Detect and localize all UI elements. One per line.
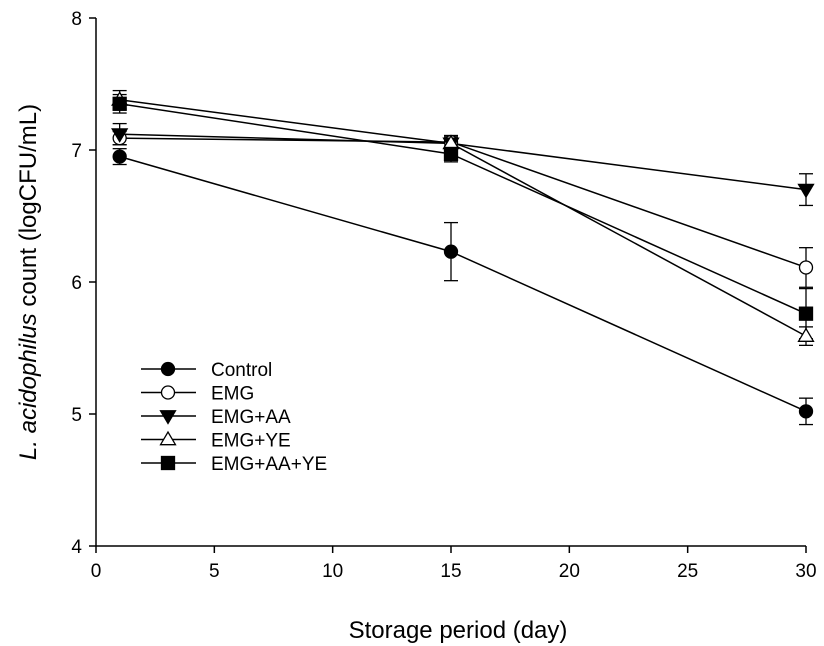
- y-tick-label: 6: [71, 273, 82, 294]
- series-line: [119, 99, 807, 337]
- y-tick-label: 7: [71, 141, 82, 162]
- y-tick-label: 4: [71, 537, 82, 558]
- y-tick-label: 5: [71, 405, 82, 426]
- x-tick-label: 15: [440, 561, 461, 582]
- markers: [111, 91, 815, 419]
- x-tick-label: 20: [559, 561, 580, 582]
- x-tick-label: 0: [91, 561, 102, 582]
- y-axis-title-rest: count (logCFU/mL): [15, 104, 42, 313]
- legend-marker: [160, 385, 176, 400]
- x-tick-label: 5: [209, 561, 220, 582]
- legend-marker: [159, 410, 177, 425]
- data-point: [112, 149, 127, 164]
- axes: 0 5 10 15 20 25 30 4 5 6 7 8: [71, 9, 816, 582]
- legend-item: Control: [141, 360, 272, 381]
- legend-marker: [159, 430, 177, 446]
- x-axis-title: Storage period (day): [349, 617, 568, 644]
- series-line: [119, 133, 807, 191]
- y-axis-title: L. acidophilus count (logCFU/mL): [15, 104, 42, 460]
- series-layer: [111, 89, 815, 426]
- legend-item: EMG+YE: [141, 431, 291, 452]
- data-point: [798, 404, 814, 419]
- data-point: [443, 146, 459, 162]
- legend-label: EMG+AA+YE: [211, 454, 327, 475]
- legend-label: EMG+YE: [211, 431, 291, 452]
- data-point: [797, 327, 815, 342]
- data-point: [798, 306, 814, 321]
- x-tick-label: 25: [677, 561, 698, 582]
- legend-item: EMG+AA: [141, 407, 291, 428]
- data-point: [111, 128, 129, 143]
- legend-item: EMG: [141, 384, 254, 405]
- legend-label: EMG: [211, 384, 254, 405]
- legend-label: EMG+AA: [211, 407, 291, 428]
- y-tick-label: 8: [71, 9, 82, 30]
- series-line: [119, 103, 807, 315]
- data-point: [112, 96, 127, 111]
- x-tick-label: 10: [322, 561, 343, 582]
- legend-label: Control: [211, 360, 272, 381]
- data-point: [797, 183, 815, 199]
- data-point: [443, 244, 459, 259]
- data-point: [798, 260, 814, 275]
- legend-item: EMG+AA+YE: [141, 454, 327, 475]
- y-axis-title-italic: L. acidophilus: [15, 313, 42, 460]
- x-tick-label: 30: [795, 561, 816, 582]
- legend-marker: [160, 455, 176, 471]
- legend-marker: [160, 361, 176, 377]
- series-line: [119, 137, 807, 269]
